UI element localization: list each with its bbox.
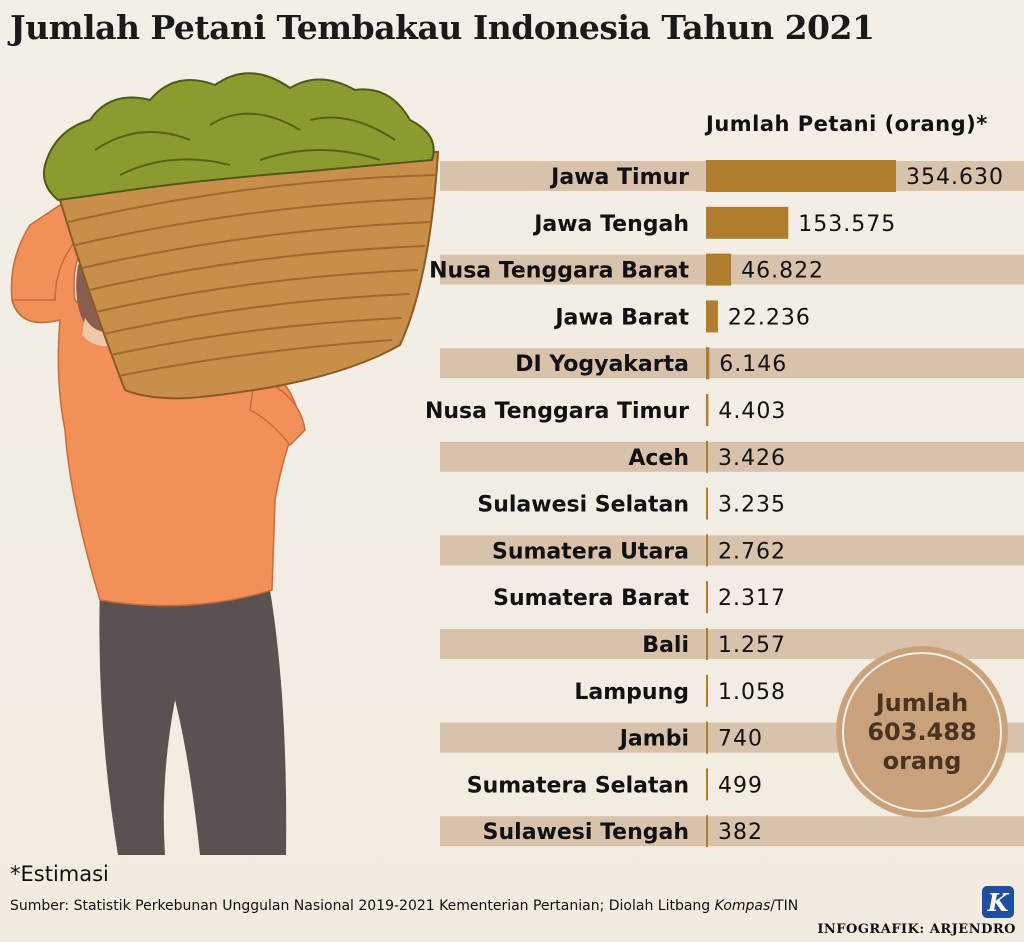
total-label: Jumlah — [875, 688, 969, 717]
bar — [706, 440, 708, 473]
value-label: 354.630 — [906, 165, 1004, 190]
bar — [706, 721, 708, 754]
category-label: Bali — [642, 633, 689, 658]
value-label: 1.257 — [718, 633, 786, 658]
category-label: Jambi — [618, 727, 689, 752]
value-label: 1.058 — [718, 680, 786, 705]
bar — [706, 768, 708, 801]
category-label: DI Yogyakarta — [515, 352, 689, 377]
value-label: 4.403 — [718, 399, 786, 424]
bar — [706, 253, 732, 286]
value-label: 153.575 — [798, 212, 896, 237]
value-label: 740 — [718, 727, 763, 752]
bar — [706, 674, 708, 707]
bar — [706, 581, 708, 614]
value-label: 46.822 — [741, 259, 824, 284]
kompas-logo: K — [982, 886, 1014, 918]
bar — [706, 206, 789, 239]
estimate-note: *Estimasi — [10, 862, 109, 886]
source-italic: Kompas — [714, 898, 771, 914]
bar-chart: Jawa Timur 354.630 Jawa Tengah 153.575 Nusa … — [425, 160, 1024, 848]
category-label: Nusa Tenggara Timur — [425, 399, 689, 424]
category-label: Aceh — [628, 446, 689, 471]
source-prefix: Sumber: Statistik Perkebunan Unggulan Na… — [10, 898, 715, 914]
category-label: Jawa Timur — [549, 165, 689, 190]
value-label: 2.762 — [718, 539, 786, 564]
category-label: Sulawesi Tengah — [483, 820, 689, 845]
category-label: Nusa Tenggara Barat — [429, 259, 689, 284]
bar — [706, 300, 718, 333]
bar — [706, 815, 708, 848]
total-value: 603.488 — [867, 717, 977, 746]
credit-line: INFOGRAFIK: ARJENDRO — [817, 922, 1016, 937]
bar — [706, 487, 708, 520]
value-label: 3.235 — [718, 493, 786, 518]
category-label: Lampung — [574, 680, 689, 705]
source-suffix: /TIN — [770, 898, 799, 914]
category-label: Sumatera Utara — [492, 539, 689, 564]
category-label: Sumatera Barat — [493, 586, 689, 611]
row-band — [440, 348, 1024, 379]
row-band — [440, 535, 1024, 566]
row-band — [440, 816, 1024, 847]
bar — [706, 534, 708, 567]
page-title: Jumlah Petani Tembakau Indonesia Tahun 2… — [10, 8, 875, 47]
source-line: Sumber: Statistik Perkebunan Unggulan Na… — [10, 898, 798, 914]
bar — [706, 628, 708, 660]
category-label: Jawa Tengah — [532, 212, 689, 237]
row-band — [440, 441, 1024, 472]
value-label: 2.317 — [718, 586, 786, 611]
bar — [706, 394, 709, 426]
value-axis-title: Jumlah Petani (orang)* — [706, 112, 988, 136]
value-label: 499 — [718, 773, 763, 798]
value-label: 6.146 — [719, 352, 787, 377]
value-label: 382 — [718, 820, 763, 845]
bar — [706, 347, 710, 380]
category-label: Sulawesi Selatan — [477, 493, 689, 518]
row-band — [440, 254, 1024, 285]
category-label: Sumatera Selatan — [467, 773, 689, 798]
total-unit: orang — [882, 746, 962, 775]
value-label: 22.236 — [728, 305, 811, 330]
farmer-illustration — [10, 72, 440, 855]
bar — [706, 160, 896, 192]
category-label: Jawa Barat — [553, 305, 689, 330]
value-label: 3.426 — [718, 446, 786, 471]
total-badge: Jumlah 603.488 orang — [836, 646, 1008, 818]
